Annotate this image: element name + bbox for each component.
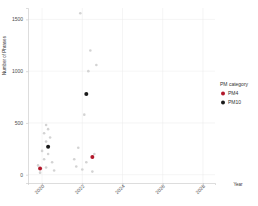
point [38,167,42,171]
tick: 2022 [74,183,86,195]
tick-label: 2020 [33,183,45,195]
tick-label: 0 [20,172,23,178]
legend-label: PM10 [228,99,241,105]
y-axis-title: Number of Phrases [2,35,7,75]
point [81,168,84,171]
grid-line [162,8,163,183]
grid-line [202,8,203,183]
x-axis-title: Year [233,182,243,187]
tick-label: 2026 [154,183,166,195]
y-axis: 0 500 1000 1500 [12,9,29,184]
point [87,70,90,73]
x-axis: 2020 2022 2024 2026 2028 [29,183,216,195]
tick-label: 1500 [12,16,23,22]
grid-line [28,19,215,20]
point [49,136,52,139]
point [41,150,44,153]
point [77,146,80,149]
legend: PM category PM4 PM10 [220,81,249,105]
grid-line [122,8,123,183]
point [79,12,82,15]
grid-line [42,8,43,183]
legend-label: PM4 [228,90,239,96]
point [43,132,46,135]
chart: 2020 2022 2024 2026 2028 0 500 1000 1500 Number o… [0,0,258,206]
point [47,153,50,156]
tick-label: 2024 [114,183,126,195]
tick: 500 [15,120,28,126]
tick: 0 [20,172,28,178]
point [43,158,46,161]
tick-mark [26,175,28,176]
point [53,169,56,172]
tick: 1500 [12,16,28,22]
tick: 1000 [12,68,28,74]
point [75,165,78,168]
tick-mark [26,123,28,124]
tick-label: 500 [15,120,24,126]
point [46,145,50,149]
point [90,155,94,159]
grid-line [28,71,215,72]
point [85,161,88,164]
point [83,113,86,116]
tick-label: 2028 [194,183,206,195]
point [45,140,48,143]
legend-marker [221,101,225,105]
grid [28,8,215,183]
point [84,92,88,96]
tick: 2026 [154,183,166,195]
point [37,164,40,167]
tick: 2024 [114,183,126,195]
tick: 2020 [33,183,45,195]
point [73,158,76,161]
grid-line [28,122,215,123]
point [39,171,42,174]
legend-marker [221,92,225,96]
legend-title: PM category [220,81,249,87]
tick-label: 1000 [12,68,23,74]
point [95,64,98,67]
point [45,124,48,127]
tick-label: 2022 [74,183,86,195]
point [51,161,54,164]
points [37,12,98,174]
tick-mark [26,19,28,20]
point [93,153,96,156]
tick: 2028 [194,183,206,195]
plot: 2020 2022 2024 2026 2028 0 500 1000 1500 [12,8,216,195]
grid-line [82,8,83,183]
point [89,49,92,52]
tick-mark [26,71,28,72]
point [45,166,48,169]
axis-line [26,9,29,184]
grid-line [28,174,215,175]
point [91,170,94,173]
point [47,128,50,131]
